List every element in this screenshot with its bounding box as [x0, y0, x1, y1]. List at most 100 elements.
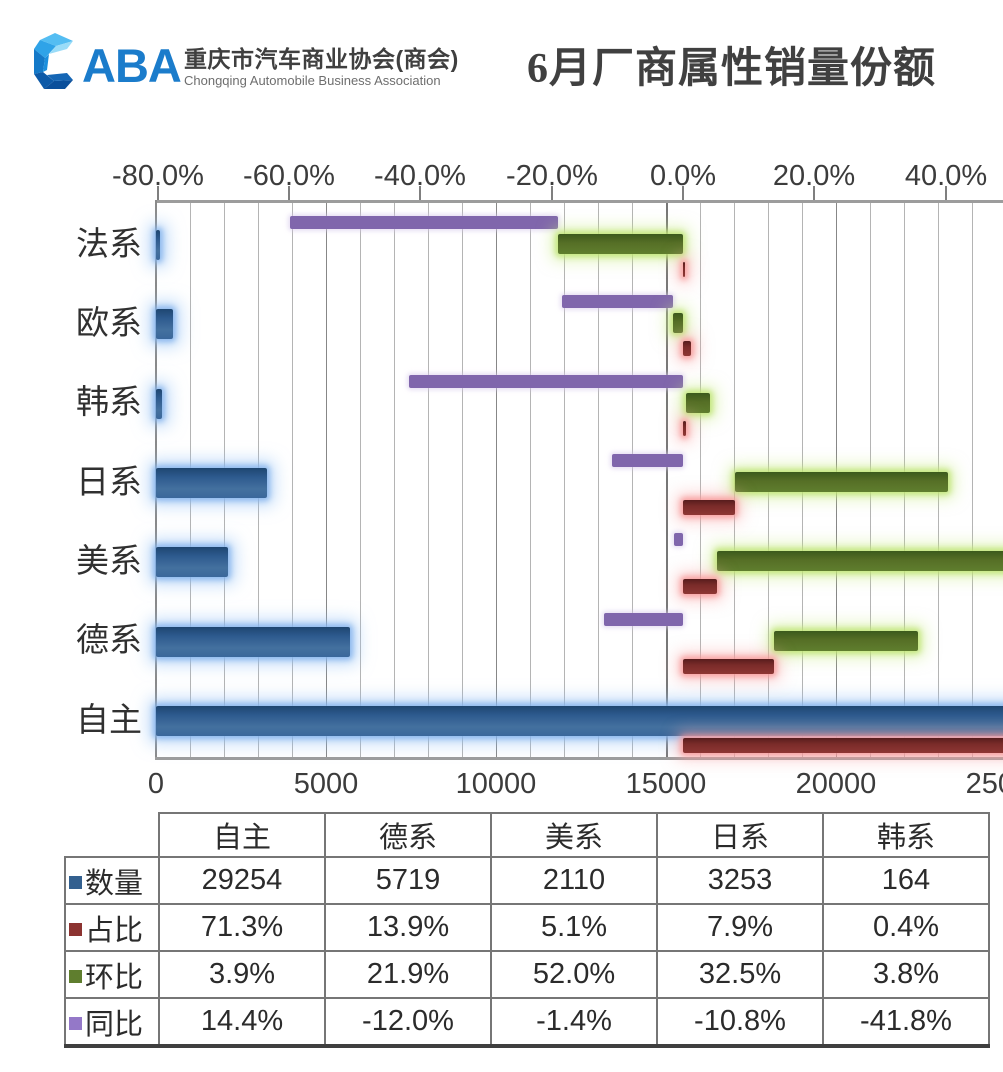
bar-share-韩系: [683, 420, 686, 436]
top-axis-tick-mark: [157, 186, 159, 200]
table-value-cell: 5.1%: [490, 903, 658, 952]
table-header-自主: 自主: [158, 812, 326, 858]
table-value-cell: 52.0%: [490, 950, 658, 999]
gridline: [632, 203, 633, 757]
legend-key-icon: [69, 923, 82, 937]
gridline: [530, 203, 531, 757]
table-row-占比: 占比 71.3% 13.9% 5.1% 7.9% 0.4%: [64, 903, 990, 952]
gridline: [394, 203, 395, 757]
table-corner-cell: [65, 813, 159, 857]
gridline: [360, 203, 361, 757]
gridline: [666, 203, 668, 757]
sales-table: 自主 德系 美系 日系 韩系 数量 29254 5719 2110 3253 164 占比 71.3% 1…: [64, 812, 990, 1048]
data-table: 自主 德系 美系 日系 韩系 数量 29254 5719 2110 3253 164 占比 71.3% 1…: [64, 812, 990, 1048]
bar-qty-韩系: [156, 388, 162, 419]
bar-mom-日系: [734, 472, 949, 493]
bar-share-欧系: [683, 341, 691, 357]
category-label-美系: 美系: [76, 542, 142, 579]
category-label-自主: 自主: [76, 701, 142, 738]
bar-mom-欧系: [673, 313, 683, 334]
table-value-cell: 164: [822, 856, 990, 905]
bar-mom-德系: [774, 630, 919, 651]
table-value-cell: 71.3%: [158, 903, 326, 952]
top-axis-tick-mark: [813, 186, 815, 200]
table-row-环比: 环比 3.9% 21.9% 52.0% 32.5% 3.8%: [64, 950, 990, 999]
gridline: [292, 203, 293, 757]
top-axis-tick-mark: [945, 186, 947, 200]
bar-share-自主: [683, 738, 1003, 754]
table-value-cell: 3.9%: [158, 950, 326, 999]
gridline: [700, 203, 701, 757]
top-axis-tick-mark: [288, 186, 290, 200]
gridline: [326, 203, 327, 757]
table-value-cell: -12.0%: [324, 997, 492, 1048]
gridline: [972, 203, 973, 757]
table-value-cell: 14.4%: [158, 997, 326, 1048]
bar-qty-美系: [156, 547, 228, 578]
bottom-axis-tick-label: 15000: [625, 768, 707, 800]
bar-share-日系: [683, 500, 735, 516]
bottom-axis-tick-label: 5000: [293, 768, 359, 800]
legend-key-icon: [69, 970, 82, 984]
table-row-数量: 数量 29254 5719 2110 3253 164: [64, 856, 990, 905]
table-header-德系: 德系: [324, 812, 492, 858]
bottom-axis-tick-label: 20000: [795, 768, 877, 800]
bar-yoy-韩系: [408, 374, 683, 388]
bar-qty-日系: [156, 468, 267, 499]
bar-yoy-法系: [290, 216, 559, 229]
bottom-axis-tick-label: 25000: [965, 768, 1003, 800]
row-label-同比: 同比: [64, 997, 160, 1048]
category-label-欧系: 欧系: [76, 304, 142, 341]
bar-yoy-欧系: [562, 295, 674, 309]
bar-mom-韩系: [685, 392, 711, 413]
gridline: [564, 203, 565, 757]
gridline: [496, 203, 497, 757]
row-label-环比: 环比: [64, 950, 160, 999]
plot-border-bottom: [155, 757, 1003, 760]
table-value-cell: 2110: [490, 856, 658, 905]
row-label-数量: 数量: [64, 856, 160, 905]
legend-key-icon: [69, 1017, 82, 1031]
category-label-德系: 德系: [76, 621, 142, 658]
row-label-占比: 占比: [64, 903, 160, 952]
table-value-cell: 29254: [158, 856, 326, 905]
chart-title: 6月厂商属性销量份额: [527, 46, 937, 92]
table-header-韩系: 韩系: [822, 812, 990, 858]
bar-qty-法系: [156, 230, 161, 260]
gridline: [734, 203, 735, 757]
table-row-同比: 同比 14.4% -12.0% -1.4% -10.8% -41.8%: [64, 997, 990, 1048]
logo-text-aba: ABA: [82, 39, 182, 92]
gridline: [428, 203, 429, 757]
category-label-法系: 法系: [76, 225, 142, 262]
caba-logo-icon: [34, 33, 73, 89]
bar-qty-自主: [156, 706, 1003, 737]
gridline: [462, 203, 463, 757]
bar-yoy-日系: [612, 454, 683, 468]
top-axis-tick-label: 40.0%: [904, 160, 988, 192]
bar-share-美系: [683, 579, 717, 595]
bar-qty-欧系: [156, 309, 173, 340]
table-header-日系: 日系: [656, 812, 824, 858]
table-value-cell: 21.9%: [324, 950, 492, 999]
table-value-cell: -1.4%: [490, 997, 658, 1048]
gridline: [598, 203, 599, 757]
table-value-cell: 3253: [656, 856, 824, 905]
plot-area: [155, 200, 1003, 760]
bar-share-法系: [683, 262, 685, 277]
bar-share-德系: [683, 658, 775, 674]
bar-yoy-美系: [673, 533, 683, 547]
table-value-cell: 13.9%: [324, 903, 492, 952]
category-label-日系: 日系: [76, 463, 142, 500]
table-value-cell: 0.4%: [822, 903, 990, 952]
plot-border-top: [155, 200, 1003, 203]
table-value-cell: -41.8%: [822, 997, 990, 1048]
top-axis-tick-mark: [551, 186, 553, 200]
bar-yoy-德系: [604, 612, 683, 626]
org-name-chinese: 重庆市汽车商业协会(商会): [184, 46, 459, 72]
table-value-cell: -10.8%: [656, 997, 824, 1048]
category-label-韩系: 韩系: [76, 383, 142, 420]
top-axis-tick-mark: [682, 186, 684, 200]
bar-mom-法系: [558, 234, 683, 254]
